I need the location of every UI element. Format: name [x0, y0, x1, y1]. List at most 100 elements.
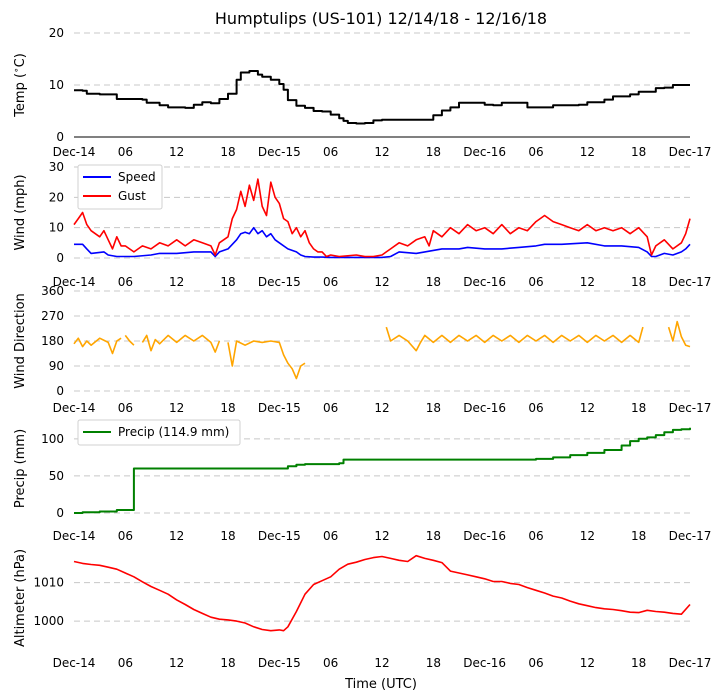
x-tick-label: 06 — [528, 275, 543, 289]
y-tick-label: 20 — [49, 190, 64, 204]
y-axis-label: Wind Direction — [13, 293, 28, 389]
x-tick-label: 06 — [323, 145, 338, 159]
x-tick-label: 12 — [580, 275, 595, 289]
y-tick-label: 20 — [49, 26, 64, 40]
x-tick-label: 18 — [426, 145, 441, 159]
y-tick-label: 1000 — [33, 614, 64, 628]
series-line-direction — [124, 334, 135, 346]
x-tick-label: 18 — [631, 275, 646, 289]
x-tick-label: 12 — [580, 401, 595, 415]
x-tick-label: 06 — [528, 656, 543, 670]
y-tick-label: 100 — [41, 432, 64, 446]
x-tick-label: 18 — [220, 401, 235, 415]
panel-3: 0 90 180 270 360 Wind Direction Dec-14 06 12 18 De… — [13, 284, 711, 415]
legend-box — [77, 419, 241, 446]
x-tick-label: 18 — [426, 656, 441, 670]
y-tick-label: 180 — [41, 334, 64, 348]
x-tick-label: 12 — [374, 529, 389, 543]
y-tick-label: 1010 — [33, 576, 64, 590]
y-tick-label: 50 — [49, 469, 64, 483]
y-tick-label: 360 — [41, 284, 64, 298]
x-tick-label: Dec-16 — [463, 275, 506, 289]
x-tick-label: 06 — [323, 401, 338, 415]
x-tick-label: Dec-17 — [669, 145, 712, 159]
x-tick-label: Dec-17 — [669, 275, 712, 289]
x-tick-label: 12 — [169, 275, 184, 289]
x-tick-label: 18 — [220, 656, 235, 670]
x-tick-label: Dec-16 — [463, 656, 506, 670]
x-tick-label: Dec-17 — [669, 656, 712, 670]
chart-panels: 0 10 20 Temp (∘C) Dec-14 06 12 18 Dec-15 06 12 18 De… — [12, 26, 711, 670]
x-tick-label: 06 — [118, 529, 133, 543]
panel-1: 0 10 20 Temp (∘C) Dec-14 06 12 18 Dec-15 06 12 18 De… — [12, 26, 711, 159]
y-axis-label: Temp (∘C) — [12, 53, 28, 118]
x-tick-label: 12 — [169, 656, 184, 670]
x-tick-label: 12 — [374, 401, 389, 415]
series-line-direction — [667, 320, 691, 348]
x-tick-label: Dec-17 — [669, 529, 712, 543]
y-tick-label: 0 — [56, 251, 64, 265]
x-tick-label: Dec-17 — [669, 401, 712, 415]
x-tick-label: 18 — [220, 275, 235, 289]
x-tick-label: 12 — [169, 145, 184, 159]
series-line-speed — [74, 226, 691, 259]
x-tick-label: 12 — [169, 401, 184, 415]
x-tick-label: 18 — [631, 529, 646, 543]
x-tick-label: 12 — [580, 529, 595, 543]
x-tick-label: Dec-15 — [258, 529, 301, 543]
series-line-direction — [385, 326, 644, 352]
x-tick-label: 12 — [374, 145, 389, 159]
x-tick-label: 06 — [323, 656, 338, 670]
x-tick-label: 18 — [631, 656, 646, 670]
x-tick-label: 18 — [220, 529, 235, 543]
x-tick-label: 06 — [118, 656, 133, 670]
x-tick-label: Dec-14 — [53, 529, 96, 543]
panel-4: 0 50 100 Precip (mm) Dec-14 06 12 18 Dec-15 06 12 1… — [13, 419, 712, 543]
y-tick-label: 0 — [56, 130, 64, 144]
y-axis-label: Precip (mm) — [13, 429, 28, 508]
x-tick-label: 18 — [220, 145, 235, 159]
x-tick-label: Dec-14 — [53, 145, 96, 159]
series-line-temp — [74, 70, 690, 125]
x-tick-label: Dec-16 — [463, 145, 506, 159]
x-tick-label: 12 — [169, 529, 184, 543]
y-axis-label: Wind (mph) — [13, 174, 28, 250]
x-tick-label: 12 — [580, 656, 595, 670]
y-axis-label: Altimeter (hPa) — [13, 549, 28, 647]
series-line-gust — [73, 178, 691, 258]
series-line-altimeter — [73, 554, 691, 632]
x-tick-label: Dec-14 — [53, 656, 96, 670]
y-tick-label: 10 — [49, 78, 64, 92]
x-tick-label: 06 — [118, 275, 133, 289]
series-line-direction — [227, 340, 306, 380]
x-tick-label: Dec-16 — [463, 529, 506, 543]
x-tick-label: 18 — [426, 275, 441, 289]
x-tick-label: Dec-15 — [258, 401, 301, 415]
x-tick-label: 06 — [528, 401, 543, 415]
x-axis-label: Time (UTC) — [344, 677, 417, 692]
chart-title: Humptulips (US-101) 12/14/18 - 12/16/18 — [215, 9, 547, 28]
legend-label: Gust — [118, 189, 146, 203]
x-tick-label: Dec-14 — [53, 401, 96, 415]
y-tick-label: 10 — [49, 221, 64, 235]
y-tick-label: 0 — [56, 384, 64, 398]
y-tick-label: 0 — [56, 506, 64, 520]
x-tick-label: 18 — [426, 529, 441, 543]
series-line-direction — [141, 334, 221, 353]
x-tick-label: 06 — [323, 275, 338, 289]
series-line-precip-114-9-mm- — [74, 427, 691, 514]
x-tick-label: 18 — [631, 145, 646, 159]
x-tick-label: 06 — [528, 145, 543, 159]
x-tick-label: Dec-15 — [258, 275, 301, 289]
x-tick-label: 06 — [118, 145, 133, 159]
x-tick-label: 12 — [374, 275, 389, 289]
x-tick-label: 06 — [118, 401, 133, 415]
x-tick-label: Dec-14 — [53, 275, 96, 289]
y-tick-label: 30 — [49, 160, 64, 174]
y-tick-label: 270 — [41, 309, 64, 323]
x-tick-label: 12 — [580, 145, 595, 159]
x-tick-label: 06 — [528, 529, 543, 543]
x-tick-label: 12 — [374, 656, 389, 670]
panel-2: 0 10 20 30 Wind (mph) Dec-14 06 12 18 Dec-15 06 12 1… — [13, 160, 711, 289]
